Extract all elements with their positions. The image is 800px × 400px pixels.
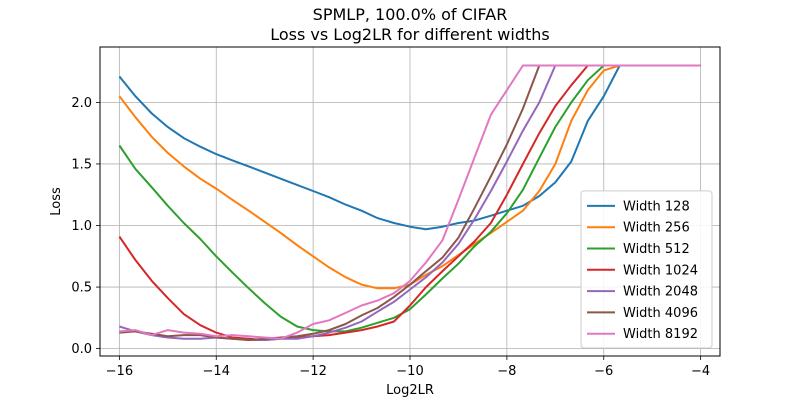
axis-ticks: −16 −14 −12 −10 −8 −6 −4 0.0 0.5 1.0 1.5 2.0: [71, 96, 710, 379]
series-lines: [118, 64, 701, 341]
legend-label: Width 128: [623, 199, 690, 214]
x-tick-label: −8: [497, 364, 516, 379]
legend-label: Width 8192: [623, 327, 698, 342]
y-axis-label: Loss: [49, 187, 64, 216]
legend-label: Width 4096: [623, 306, 698, 321]
x-axis-label: Log2LR: [386, 383, 434, 398]
y-tick-label: 0.5: [71, 281, 92, 296]
x-tick-label: −4: [691, 364, 710, 379]
y-tick-label: 1.5: [71, 157, 92, 172]
legend-box: [580, 190, 713, 349]
series-line-width-8192: [119, 64, 701, 340]
y-tick-label: 0.0: [71, 342, 92, 357]
y-tick-label: 1.0: [71, 219, 92, 234]
x-tick-label: −10: [396, 364, 423, 379]
chart-title: SPMLP, 100.0% of CIFAR: [313, 5, 508, 24]
legend-label: Width 512: [623, 242, 690, 257]
chart-subtitle: Loss vs Log2LR for different widths: [270, 25, 550, 44]
x-tick-label: −16: [106, 364, 133, 379]
x-tick-label: −14: [203, 364, 230, 379]
x-tick-label: −6: [594, 364, 613, 379]
legend-label: Width 256: [623, 221, 690, 236]
x-tick-label: −12: [299, 364, 326, 379]
y-tick-label: 2.0: [71, 96, 92, 111]
legend-label: Width 2048: [623, 285, 698, 300]
legend: Width 128 Width 256 Width 512 Width 1024 Wid…: [580, 190, 713, 349]
legend-label: Width 1024: [623, 263, 698, 278]
series-line-width-128: [118, 64, 701, 231]
